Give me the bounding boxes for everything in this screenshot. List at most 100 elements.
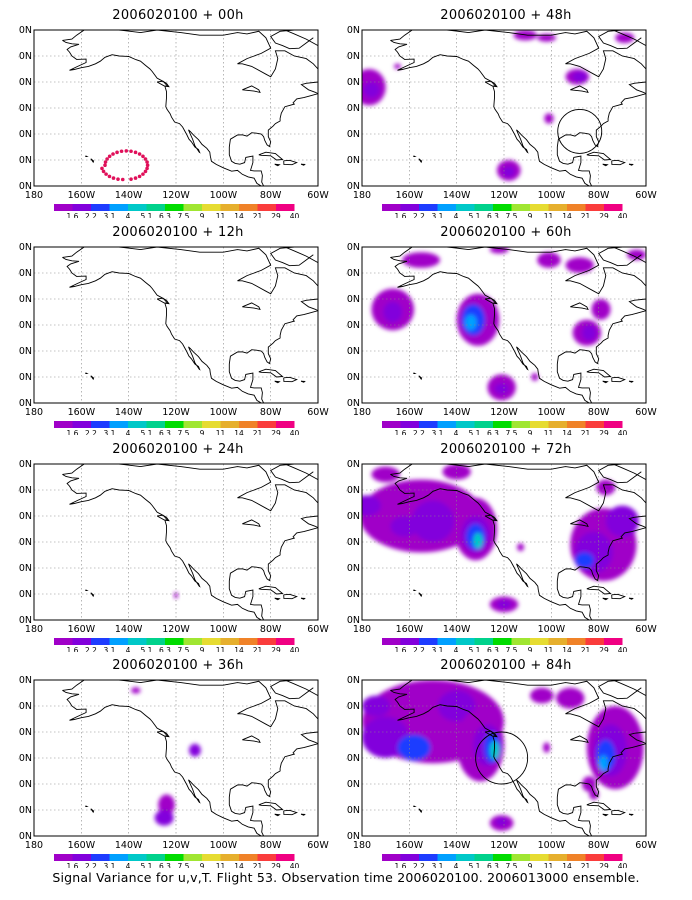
colorbar-label: 9 [200,862,205,868]
variance-contour [589,789,599,800]
coastline [284,464,318,481]
coastline [598,247,642,267]
island [320,727,334,740]
colorbar-label: 1.6 [395,646,407,652]
colorbar-label: 6.3 [487,212,499,218]
island [484,514,497,521]
variance-contour [591,299,611,320]
colorbar-swatch [585,854,604,861]
lon-tick-label: 100W [210,190,238,201]
colorbar-swatch [437,638,456,645]
colorbar-label: 1.6 [67,646,79,652]
observation-dot [137,174,142,179]
lon-tick-label: 160W [396,624,424,635]
colorbar-label: 7.5 [506,646,518,652]
map-frame [361,463,647,621]
colorbar-swatch [474,638,493,645]
colorbar-swatch [604,638,623,645]
colorbar-label: 29 [271,646,281,652]
lat-tick-label: 60N [346,701,360,712]
coastline [390,247,646,403]
colorbar-label: 9 [200,429,205,435]
colorbar-label: 29 [271,862,281,868]
variance-contour [627,249,646,260]
lat-tick-label: 50N [18,727,32,738]
coastline [62,464,318,620]
colorbar-swatch [72,854,91,861]
lat-tick-label: 60N [346,51,360,62]
coastline [284,247,318,264]
observation-dot [145,166,149,171]
island [156,514,169,521]
colorbar-swatch [585,421,604,428]
map-frame [361,679,647,837]
colorbar-label: 7.5 [178,429,190,435]
colorbar-label: 1.6 [395,862,407,868]
observation-dot [111,176,116,180]
lat-tick-label: 20N [346,805,360,816]
colorbar-swatch [128,204,147,211]
island [85,372,89,375]
lon-tick-label: 120W [490,190,518,201]
panel-title: 2006020100 + 36h [112,658,244,673]
colorbar-swatch [400,421,419,428]
island [648,727,662,740]
lon-tick-label: 140W [443,624,471,635]
colorbar-label: 14 [234,646,244,652]
lon-tick-label: 60W [635,624,657,635]
colorbar-label: 21 [253,646,263,652]
colorbar-swatch [456,421,475,428]
colorbar-label: 29 [599,429,609,435]
island [156,730,169,737]
colorbar-swatch [456,204,475,211]
observation-dot [103,160,108,164]
colorbar-label: 2.2 [85,646,97,652]
colorbar-swatch [585,204,604,211]
lon-tick-label: 160W [68,190,96,201]
colorbar-label: 3.1 [432,429,444,435]
lake [242,302,261,311]
lat-tick-label: 40N [346,753,360,764]
target-circle [557,108,603,154]
colorbar-label: 3.1 [104,862,116,868]
colorbar-label: 1.6 [67,862,79,868]
variance-contour [473,532,483,549]
variance-contour [502,166,515,177]
colorbar-label: 1.6 [395,429,407,435]
island [611,376,626,383]
grid-lines [362,247,646,403]
colorbar-swatch [257,638,276,645]
coastline [598,30,642,50]
coastlines [62,247,318,403]
island [418,808,423,814]
variance-contour [574,552,594,568]
lon-tick-label: 120W [490,840,518,851]
colorbar-swatch [493,204,512,211]
colorbar-swatch [165,421,184,428]
lon-tick-label: 160W [396,840,424,851]
lon-tick-label: 80W [260,840,282,851]
lon-tick-label: 140W [443,190,471,201]
colorbar-swatch [202,421,221,428]
colorbar-swatch [257,204,276,211]
island [648,511,662,524]
colorbar-swatch [511,421,530,428]
panel-title: 2006020100 + 60h [440,225,572,240]
colorbar-swatch [511,854,530,861]
lon-tick-label: 120W [490,624,518,635]
lake [242,735,261,744]
figure-caption: Signal Variance for u,v,T. Flight 53. Ob… [52,870,640,885]
coastlines [62,30,318,186]
colorbar-label: 11 [544,429,554,435]
lon-tick-label: 100W [538,190,566,201]
lat-tick-label: 20N [346,589,360,600]
colorbar-swatch [530,204,549,211]
grid-lines [362,464,646,620]
lake [242,85,261,94]
lon-tick-label: 140W [443,407,471,418]
colorbar-label: 6.3 [487,429,499,435]
coastline [390,464,646,620]
coastline [284,30,318,47]
variance-contour [411,500,455,542]
colorbar-swatch [493,421,512,428]
